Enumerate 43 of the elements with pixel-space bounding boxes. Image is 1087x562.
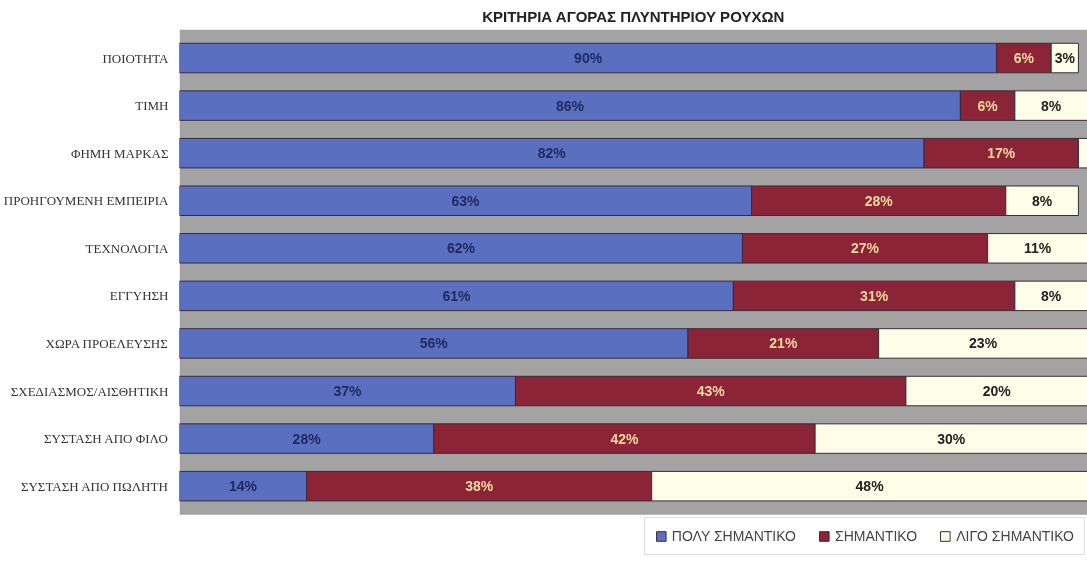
data-label: 61% xyxy=(442,287,471,304)
data-label: 56% xyxy=(419,335,449,352)
data-label: 14% xyxy=(229,478,258,495)
data-label: 20% xyxy=(982,383,1012,400)
data-label: 82% xyxy=(537,145,567,162)
data-label: 6% xyxy=(977,97,999,114)
data-label: 42% xyxy=(610,430,639,447)
data-label: 30% xyxy=(937,430,966,447)
data-label: 90% xyxy=(574,50,603,67)
data-label: 28% xyxy=(864,192,894,209)
legend-label: ΣΗΜΑΝΤΙΚΟ xyxy=(835,528,918,544)
data-label: 86% xyxy=(555,97,585,114)
y-tick-label: ΣΥΣΤΑΣΗ ΑΠΟ ΦΙΛΟ xyxy=(43,431,168,447)
y-tick-label: ΣΥΣΤΑΣΗ ΑΠΟ ΠΩΛΗΤΗ xyxy=(20,478,168,494)
data-label: 43% xyxy=(696,383,726,400)
y-tick-label: ΤΙΜΗ xyxy=(135,98,169,114)
data-label: 23% xyxy=(969,335,998,352)
y-tick-label: ΠΟΙΟΤΗΤΑ xyxy=(102,50,170,66)
y-tick-label: ΦΗΜΗ ΜΑΡΚΑΣ xyxy=(70,145,169,161)
data-label: 37% xyxy=(333,383,363,400)
legend-label: ΛΙΓΟ ΣΗΜΑΝΤΙΚΟ xyxy=(956,528,1074,544)
data-label: 28% xyxy=(292,430,322,447)
data-label: 62% xyxy=(446,240,476,257)
y-tick-label: ΕΓΓΥΗΣΗ xyxy=(109,288,169,304)
data-label: 8% xyxy=(1041,97,1062,114)
data-label: 63% xyxy=(451,192,481,209)
data-label: 8% xyxy=(1041,287,1062,304)
data-label: 17% xyxy=(987,145,1016,162)
data-label: 38% xyxy=(465,478,494,495)
y-tick-label: ΠΡΟΗΓΟΥΜΕΝΗ ΕΜΠΕΙΡΙΑ xyxy=(3,193,170,209)
data-label: 3% xyxy=(1054,50,1076,67)
data-label: 6% xyxy=(1013,50,1035,67)
data-label: 31% xyxy=(860,287,889,304)
data-label: 11% xyxy=(1023,240,1052,257)
data-label: 8% xyxy=(1031,192,1053,209)
y-tick-label: ΣΧΕΔΙΑΣΜΟΣ/ΑΙΣΘΗΤΙΚΗ xyxy=(10,383,169,399)
y-tick-label: ΤΕΧΝΟΛΟΓΙΑ xyxy=(85,240,170,256)
data-label: 27% xyxy=(851,240,880,257)
data-label: 48% xyxy=(855,478,885,495)
data-label: 21% xyxy=(769,335,798,352)
y-tick-label: ΧΩΡΑ ΠΡΟΕΛΕΥΣΗΣ xyxy=(45,335,168,351)
chart-title: ΚΡΙΤΗΡΙΑ ΑΓΟΡΑΣ ΠΛΥΝΤΗΡΙΟΥ ΡΟΥΧΩΝ xyxy=(482,7,785,25)
legend-label: ΠΟΛΥ ΣΗΜΑΝΤΙΚΟ xyxy=(671,528,797,544)
